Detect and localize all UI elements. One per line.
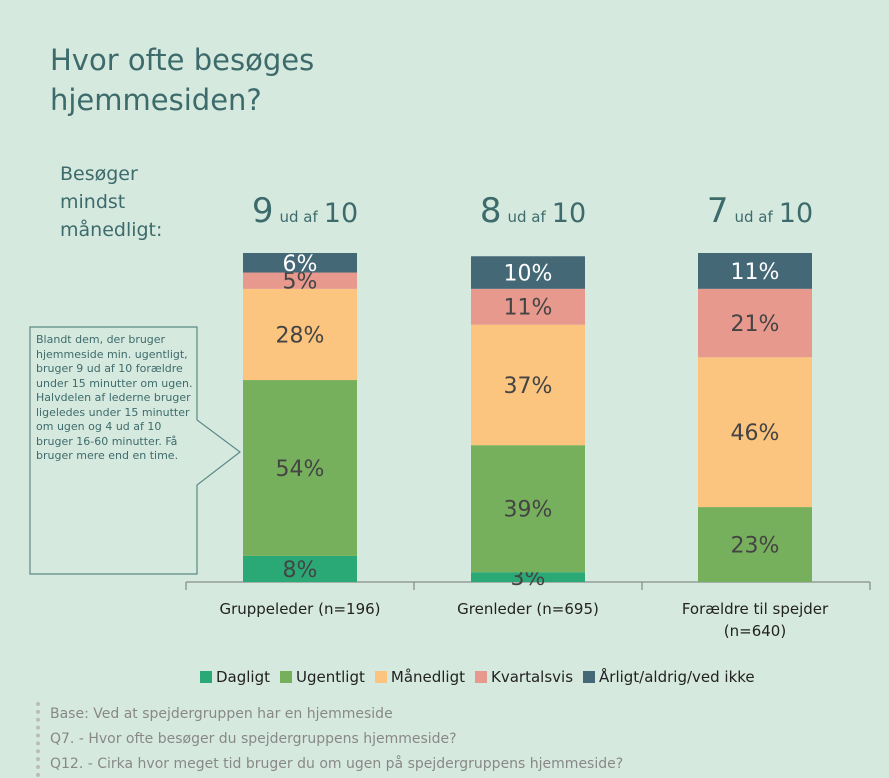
legend-label: Dagligt [216, 668, 271, 686]
legend-swatch [475, 671, 488, 683]
callout-box [29, 326, 241, 575]
legend-item: Kvartalsvis [475, 668, 573, 686]
legend-label: Kvartalsvis [491, 668, 574, 686]
bar-segment [698, 357, 812, 508]
headline: 7 ud af 10 [707, 191, 813, 231]
legend-item: Månedligt [374, 668, 466, 686]
bar-segment [243, 288, 357, 381]
note: Base: Ved at spejdergruppen har en hjemm… [50, 706, 393, 722]
value-label: 37% [504, 374, 553, 399]
bar-segment [471, 445, 585, 573]
bar-segment [698, 253, 812, 289]
legend-item: Dagligt [200, 668, 270, 686]
x-tick-label: Gruppeleder (n=196) [219, 600, 381, 618]
value-label: 21% [731, 312, 780, 337]
value-label: 11% [504, 296, 553, 321]
bar-segment [243, 380, 357, 556]
headline-part: ud af [735, 208, 774, 226]
headline-part: 8 [480, 191, 502, 231]
value-label: 23% [731, 534, 780, 559]
bar-segment [243, 253, 357, 273]
side-label: Besøger mindst månedligt: [60, 163, 163, 241]
value-label: 8% [283, 558, 318, 583]
headline-part: 10 [552, 198, 586, 229]
value-label: 11% [731, 260, 780, 285]
bar-segment [471, 288, 585, 325]
bar-segment [243, 272, 357, 289]
legend-swatch [583, 671, 596, 683]
legend-swatch [374, 671, 387, 683]
note: Q7. - Hvor ofte besøger du spejdergruppe… [50, 731, 457, 747]
bar-segment [698, 288, 812, 358]
x-tick-label: Forældre til spejder (n=640) [681, 600, 829, 640]
legend-item: Årligt/aldrig/ved ikke [583, 668, 755, 686]
value-label: 6% [283, 252, 318, 277]
bar-segment [471, 572, 585, 582]
headline-part: ud af [508, 208, 547, 226]
value-label: 10% [504, 262, 553, 287]
legend-item: Ugentligt [280, 668, 365, 686]
note: Q12. - Cirka hvor meget tid bruger du om… [50, 756, 624, 772]
legend-label: Ugentligt [296, 668, 365, 686]
headline-part: 10 [324, 198, 358, 229]
value-label: 46% [731, 421, 780, 446]
value-label: 39% [504, 498, 553, 523]
legend-swatch [200, 671, 212, 683]
legend: Dagligt Ugentligt Månedligt Kvartalsvis Årli… [200, 668, 755, 686]
bar-segment [243, 555, 357, 582]
headline-part: ud af [280, 208, 319, 226]
x-tick-label: Grenleder (n=695) [457, 600, 599, 618]
headline-part: 7 [707, 191, 729, 231]
legend-label: Månedligt [390, 668, 466, 686]
bar-segment [698, 507, 812, 582]
bar-segment [471, 324, 585, 446]
legend-swatch [280, 671, 293, 683]
headline: 8 ud af 10 [480, 191, 586, 231]
headline-part: 9 [252, 191, 274, 231]
legend-label: Årligt/aldrig/ved ikke [599, 668, 755, 686]
value-label: 5% [283, 270, 318, 295]
value-label: 54% [276, 457, 325, 482]
notes: Base: Ved at spejdergruppen har en hjemm… [36, 702, 623, 777]
value-label: 28% [276, 323, 325, 348]
callout-text: Blandt dem, der bruger hjemmeside min. u… [36, 333, 193, 462]
headline: 9 ud af 10 [252, 191, 358, 231]
headline-part: 10 [779, 198, 813, 229]
chart-title: Hvor ofte besøges hjemmesiden? [50, 43, 315, 117]
bar-segment [471, 256, 585, 289]
